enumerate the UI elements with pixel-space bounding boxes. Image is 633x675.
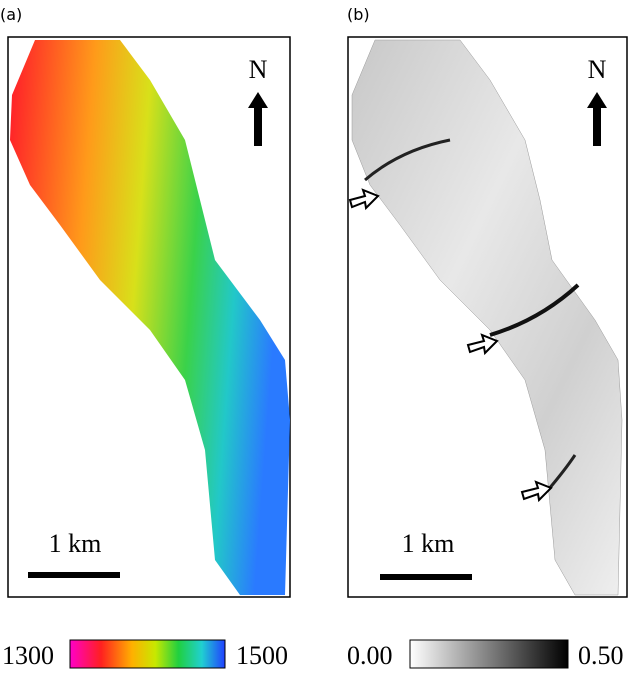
scale-label: 1 km <box>402 529 455 558</box>
scale-bar <box>380 574 472 580</box>
colorbar-min: 1300 <box>2 641 54 670</box>
elevation-map <box>10 40 290 595</box>
colorbar <box>409 639 569 669</box>
panel-label: (b) <box>347 5 370 24</box>
north-label: N <box>588 55 607 84</box>
north-arrow <box>587 92 607 146</box>
north-label: N <box>249 55 268 84</box>
lineament <box>489 283 580 337</box>
pointer-arrow <box>520 480 553 503</box>
lineament <box>364 138 451 182</box>
north-arrow <box>248 92 268 146</box>
pointer-arrow <box>348 188 380 211</box>
scale-label: 1 km <box>49 529 102 558</box>
scale-bar <box>28 572 120 578</box>
colorbar-max: 0.50 <box>578 641 624 670</box>
colorbar-max: 1500 <box>236 641 288 670</box>
colorbar-min: 0.00 <box>347 641 393 670</box>
pointer-arrow <box>466 333 499 356</box>
lineament <box>546 454 577 491</box>
colorbar <box>69 639 226 669</box>
panel-label: (a) <box>0 5 22 24</box>
attribute-map <box>351 39 623 596</box>
